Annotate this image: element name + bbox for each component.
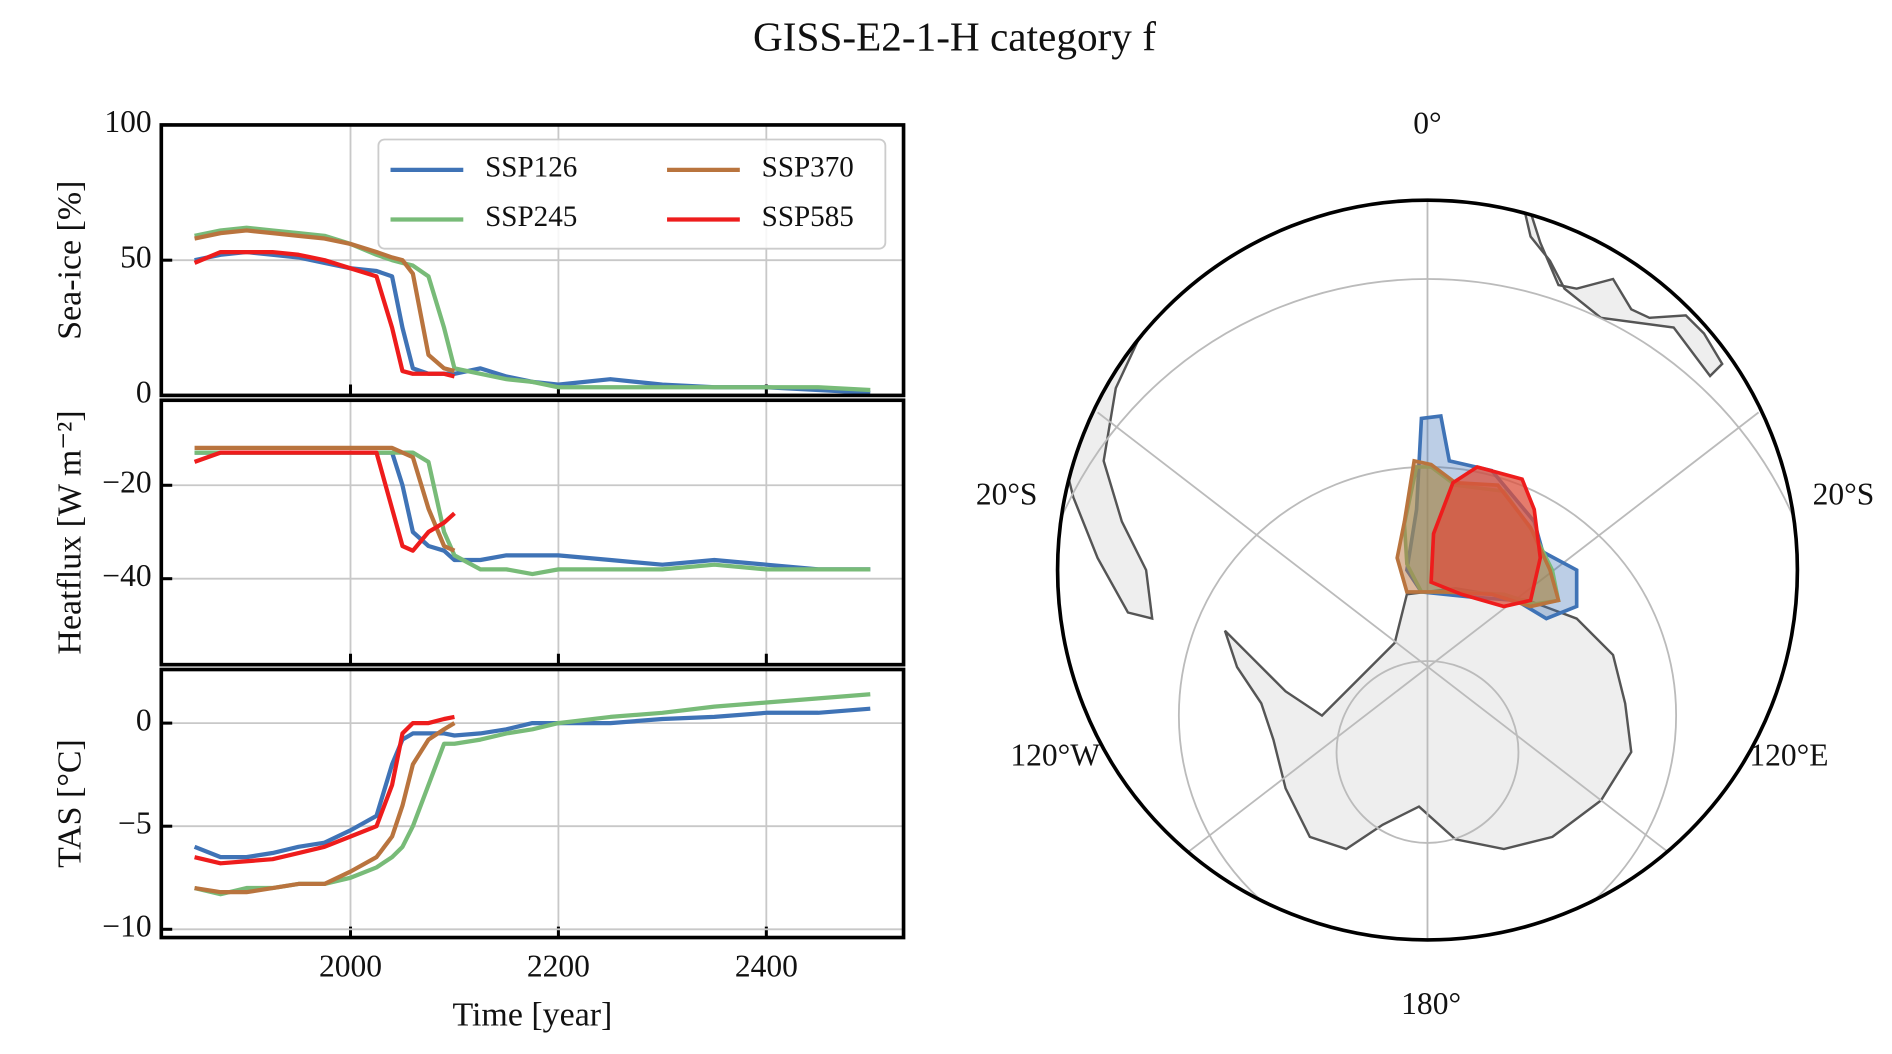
series-line: [194, 714, 455, 866]
figure-title: GISS-E2-1-H category f: [753, 14, 1156, 60]
series-line: [193, 249, 455, 379]
legend-label: SSP585: [762, 201, 854, 233]
axes-frame: [159, 667, 906, 940]
series-line: [193, 450, 456, 553]
y-tick-label: −5: [118, 805, 152, 840]
land-africa: [1514, 200, 1724, 378]
y-tick-label: 100: [104, 104, 151, 139]
series-line: [194, 450, 871, 572]
y-tick-label: −10: [102, 909, 151, 944]
series-line: [194, 225, 871, 393]
y-tick-label: 50: [120, 239, 152, 274]
x-axis-label: Time [year]: [452, 996, 612, 1033]
map-label: 0°: [1413, 105, 1441, 140]
y-axis-label: Sea-ice [%]: [52, 181, 89, 340]
region-ssp585: [1429, 464, 1543, 609]
y-axis-label: TAS [°C]: [52, 739, 89, 868]
map-label: 20°S: [976, 477, 1038, 512]
legend-label: SSP245: [485, 201, 577, 233]
legend-label: SSP126: [485, 151, 577, 183]
y-tick-label: −40: [102, 558, 151, 593]
land-south-america: [1057, 259, 1166, 621]
map-label: 180°: [1401, 986, 1461, 1021]
series-line: [194, 228, 455, 374]
series-line: [194, 721, 456, 895]
map-label: 120°E: [1749, 737, 1828, 772]
legend-label: SSP370: [762, 151, 854, 183]
map-boundary: [1055, 198, 1800, 942]
x-tick-label: 2200: [527, 948, 590, 983]
map: 0° 20°S 20°S 120°W 120°E 180°: [976, 105, 1875, 1021]
y-tick-label: 0: [136, 375, 152, 410]
series-line: [194, 445, 456, 553]
y-tick-label: −20: [102, 465, 151, 500]
series-line: [194, 249, 871, 395]
axes-frame: [159, 123, 906, 398]
y-axis-label: Heatflux [W m⁻²]: [52, 410, 89, 654]
y-tick-label: 0: [136, 702, 152, 737]
map-label: 20°S: [1813, 477, 1875, 512]
x-tick-label: 2000: [319, 948, 382, 983]
x-tick-label: 2400: [735, 948, 798, 983]
axes-frame: [159, 398, 906, 667]
legend-box: [377, 138, 887, 250]
map-label: 120°W: [1010, 737, 1100, 772]
meridian: [1097, 411, 1760, 923]
